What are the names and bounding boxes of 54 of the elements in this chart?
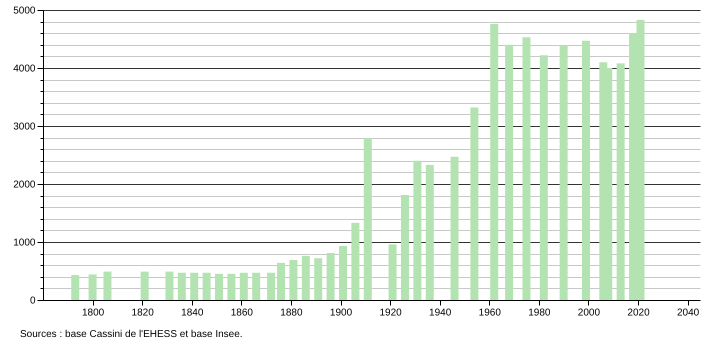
x-tick-label: 1980 [528, 308, 551, 318]
bar [540, 55, 548, 300]
x-tick-label: 1820 [132, 308, 154, 318]
bar [289, 260, 298, 300]
y-tick-label: 3000 [13, 122, 36, 132]
bar [388, 244, 397, 300]
source-note: Sources : base Cassini de l'EHESS et base Insee. [20, 329, 243, 340]
bar [338, 246, 347, 300]
bar [71, 275, 80, 300]
y-tick-label: 0 [30, 296, 36, 306]
y-tick-label: 1000 [13, 238, 36, 248]
bar [202, 272, 211, 300]
bar [522, 37, 530, 300]
bar [190, 272, 198, 300]
bar [490, 24, 498, 300]
bar [140, 272, 149, 300]
x-tick-label: 2000 [578, 308, 600, 318]
bar [240, 272, 248, 300]
bar [277, 262, 286, 300]
x-tick-label: 1800 [82, 308, 105, 318]
x-tick-label: 1940 [429, 308, 452, 318]
y-tick-label: 4000 [13, 64, 36, 74]
bar [326, 253, 335, 300]
bar [470, 107, 478, 300]
bar [252, 272, 260, 300]
bar [616, 63, 625, 300]
bar [505, 44, 514, 300]
bar [364, 138, 372, 300]
bar [267, 272, 276, 300]
bar [450, 156, 459, 300]
x-tick-label: 1860 [230, 308, 254, 318]
bar [314, 258, 322, 300]
x-tick-label: 1880 [280, 308, 303, 318]
x-tick-label: 1900 [330, 308, 353, 318]
bar [400, 195, 409, 300]
bar [227, 274, 236, 300]
x-tick-label: 2020 [627, 308, 650, 318]
bar [165, 272, 174, 300]
bar [215, 274, 224, 300]
x-tick-label: 2040 [676, 308, 700, 318]
bar [582, 40, 590, 300]
bar [178, 272, 186, 300]
y-tick-label: 2000 [13, 180, 36, 190]
bar [426, 164, 434, 300]
x-tick-label: 1920 [379, 308, 402, 318]
bar [413, 160, 422, 300]
y-tick-label: 5000 [13, 6, 36, 16]
x-tick-label: 1840 [181, 308, 204, 318]
bar [560, 45, 568, 300]
bar [103, 272, 112, 300]
bar [88, 274, 97, 300]
x-tick-label: 1960 [478, 308, 502, 318]
bar [351, 222, 360, 300]
bar [302, 256, 310, 300]
